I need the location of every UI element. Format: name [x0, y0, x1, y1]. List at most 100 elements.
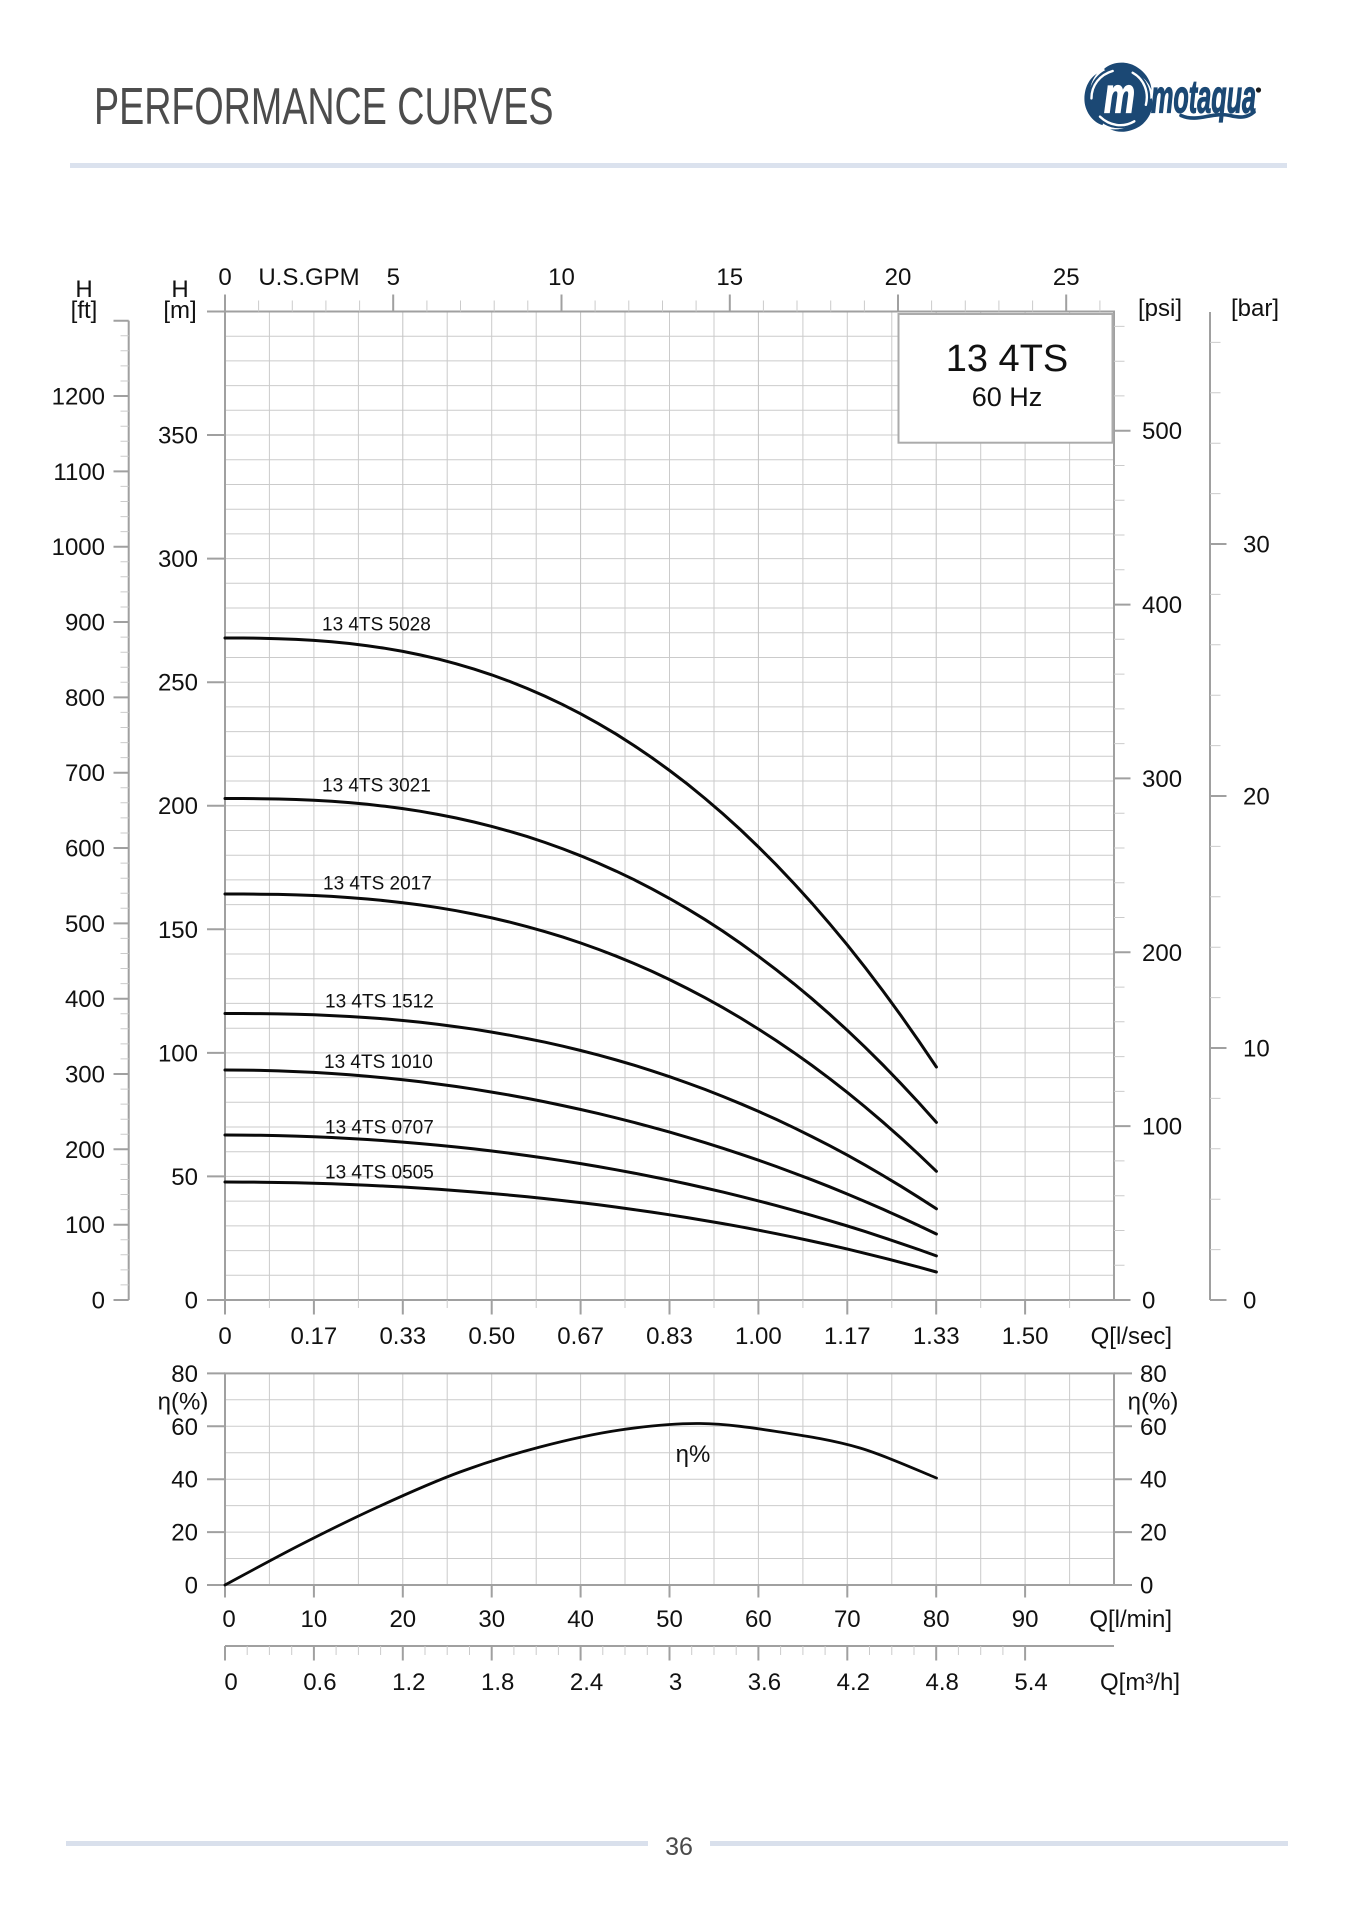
svg-text:1.8: 1.8	[481, 1669, 514, 1696]
svg-text:250: 250	[158, 670, 198, 697]
svg-text:4.2: 4.2	[837, 1669, 870, 1696]
svg-text:1.2: 1.2	[392, 1669, 425, 1696]
svg-text:0: 0	[224, 1669, 237, 1696]
svg-text:Q[l/sec]: Q[l/sec]	[1091, 1323, 1172, 1350]
svg-text:25: 25	[1053, 264, 1080, 291]
svg-text:10: 10	[548, 264, 575, 291]
svg-text:1.33: 1.33	[913, 1323, 960, 1350]
svg-text:30: 30	[1243, 532, 1270, 559]
svg-text:20: 20	[885, 264, 912, 291]
svg-text:700: 700	[65, 760, 105, 787]
svg-text:70: 70	[834, 1606, 861, 1633]
svg-text:0: 0	[185, 1288, 198, 1315]
svg-text:13 4TS 5028: 13 4TS 5028	[322, 615, 431, 636]
svg-text:0: 0	[185, 1573, 198, 1600]
svg-text:[m]: [m]	[163, 297, 196, 324]
svg-text:350: 350	[158, 423, 198, 450]
svg-text:η(%): η(%)	[158, 1389, 209, 1416]
svg-text:1100: 1100	[53, 459, 105, 486]
svg-text:300: 300	[1142, 766, 1182, 793]
svg-text:10: 10	[1243, 1036, 1270, 1063]
svg-text:80: 80	[1140, 1361, 1167, 1388]
svg-text:13 4TS 0707: 13 4TS 0707	[325, 1118, 434, 1139]
svg-text:100: 100	[158, 1040, 198, 1067]
svg-text:13 4TS: 13 4TS	[946, 338, 1069, 380]
svg-text:2.4: 2.4	[570, 1669, 603, 1696]
svg-text:Q[m³/h]: Q[m³/h]	[1100, 1669, 1180, 1696]
svg-text:0: 0	[222, 1606, 235, 1633]
svg-text:13 4TS 1010: 13 4TS 1010	[324, 1052, 433, 1073]
svg-text:1.17: 1.17	[824, 1323, 871, 1350]
svg-text:1.00: 1.00	[735, 1323, 782, 1350]
svg-text:90: 90	[1012, 1606, 1039, 1633]
svg-text:0.83: 0.83	[646, 1323, 693, 1350]
svg-text:3: 3	[669, 1669, 682, 1696]
svg-text:200: 200	[158, 793, 198, 820]
svg-text:50: 50	[171, 1164, 198, 1191]
svg-text:20: 20	[1140, 1520, 1167, 1547]
svg-text:80: 80	[171, 1361, 198, 1388]
svg-text:60: 60	[1140, 1414, 1167, 1441]
svg-text:50: 50	[656, 1606, 683, 1633]
svg-text:80: 80	[923, 1606, 950, 1633]
svg-text:200: 200	[65, 1137, 105, 1164]
svg-text:800: 800	[65, 685, 105, 712]
svg-text:60: 60	[745, 1606, 772, 1633]
svg-text:20: 20	[171, 1520, 198, 1547]
svg-text:0: 0	[1140, 1573, 1153, 1600]
svg-text:5.4: 5.4	[1014, 1669, 1047, 1696]
svg-text:900: 900	[65, 610, 105, 637]
svg-text:13 4TS 0505: 13 4TS 0505	[325, 1163, 434, 1184]
svg-text:400: 400	[1142, 592, 1182, 619]
svg-text:40: 40	[1140, 1467, 1167, 1494]
svg-text:1200: 1200	[52, 384, 105, 411]
svg-text:13 4TS 3021: 13 4TS 3021	[322, 776, 431, 797]
svg-text:30: 30	[478, 1606, 505, 1633]
svg-text:4.8: 4.8	[926, 1669, 959, 1696]
svg-text:13 4TS 1512: 13 4TS 1512	[325, 992, 434, 1013]
svg-text:20: 20	[389, 1606, 416, 1633]
svg-text:[ft]: [ft]	[71, 297, 98, 324]
svg-text:10: 10	[301, 1606, 328, 1633]
svg-text:600: 600	[65, 836, 105, 863]
svg-text:3.6: 3.6	[748, 1669, 781, 1696]
svg-text:300: 300	[65, 1062, 105, 1089]
svg-text:400: 400	[65, 986, 105, 1013]
svg-text:0.50: 0.50	[468, 1323, 515, 1350]
svg-text:100: 100	[65, 1212, 105, 1239]
svg-text:15: 15	[716, 264, 743, 291]
svg-text:motaqua: motaqua	[1151, 71, 1256, 123]
svg-text:5: 5	[387, 264, 400, 291]
svg-text:0: 0	[1243, 1288, 1256, 1315]
svg-text:20: 20	[1243, 784, 1270, 811]
svg-text:0.6: 0.6	[303, 1669, 336, 1696]
svg-text:500: 500	[1142, 418, 1182, 445]
svg-text:13 4TS 2017: 13 4TS 2017	[323, 874, 432, 895]
svg-text:500: 500	[65, 911, 105, 938]
svg-text:[psi]: [psi]	[1138, 295, 1182, 322]
svg-text:0.67: 0.67	[557, 1323, 604, 1350]
svg-text:0: 0	[1142, 1288, 1155, 1315]
svg-text:0.33: 0.33	[379, 1323, 426, 1350]
svg-text:η(%): η(%)	[1128, 1389, 1179, 1416]
svg-text:200: 200	[1142, 940, 1182, 967]
svg-text:300: 300	[158, 546, 198, 573]
svg-text:H: H	[171, 276, 188, 303]
svg-text:40: 40	[171, 1467, 198, 1494]
svg-text:0: 0	[218, 264, 231, 291]
svg-text:η%: η%	[676, 1441, 711, 1468]
svg-text:H: H	[75, 276, 92, 303]
svg-text:0.17: 0.17	[291, 1323, 338, 1350]
svg-text:[bar]: [bar]	[1231, 295, 1279, 322]
svg-text:100: 100	[1142, 1114, 1182, 1141]
svg-text:1000: 1000	[52, 534, 105, 561]
svg-text:60: 60	[171, 1414, 198, 1441]
svg-text:40: 40	[567, 1606, 594, 1633]
svg-text:0: 0	[92, 1288, 105, 1315]
svg-text:1.50: 1.50	[1002, 1323, 1049, 1350]
svg-text:0: 0	[218, 1323, 231, 1350]
svg-text:150: 150	[158, 917, 198, 944]
svg-text:60 Hz: 60 Hz	[972, 382, 1043, 412]
svg-text:U.S.GPM: U.S.GPM	[258, 264, 359, 291]
svg-text:Q[l/min]: Q[l/min]	[1089, 1606, 1172, 1633]
